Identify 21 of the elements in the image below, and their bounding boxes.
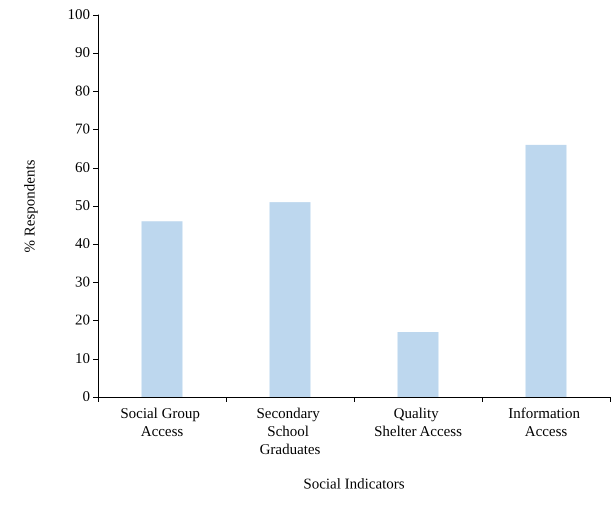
bar [142, 221, 182, 397]
y-tick-label: 50 [75, 198, 90, 214]
x-tick-label: Quality Shelter Access [374, 406, 462, 440]
y-tick-label: 20 [75, 312, 90, 329]
y-tick-label: 0 [82, 389, 90, 405]
x-tick-label: Secondary School Graduates [256, 406, 324, 458]
bar [526, 144, 566, 397]
y-axis-title: % Respondents [22, 159, 38, 252]
y-tick-label: 30 [75, 274, 90, 290]
y-tick-label: 40 [75, 236, 90, 252]
y-tick-label: 90 [75, 45, 90, 62]
y-tick-label: 60 [75, 160, 90, 176]
bar [398, 332, 438, 397]
x-tick-label: Information Access [508, 406, 584, 440]
y-tick-label: 80 [75, 83, 90, 100]
x-axis-title: Social Indicators [303, 476, 405, 492]
y-tick-label: 100 [68, 7, 90, 23]
x-tick-label: Social Group Access [120, 406, 204, 440]
bar [270, 202, 310, 397]
y-tick-label: 70 [75, 122, 90, 138]
y-tick-label: 10 [75, 350, 90, 367]
